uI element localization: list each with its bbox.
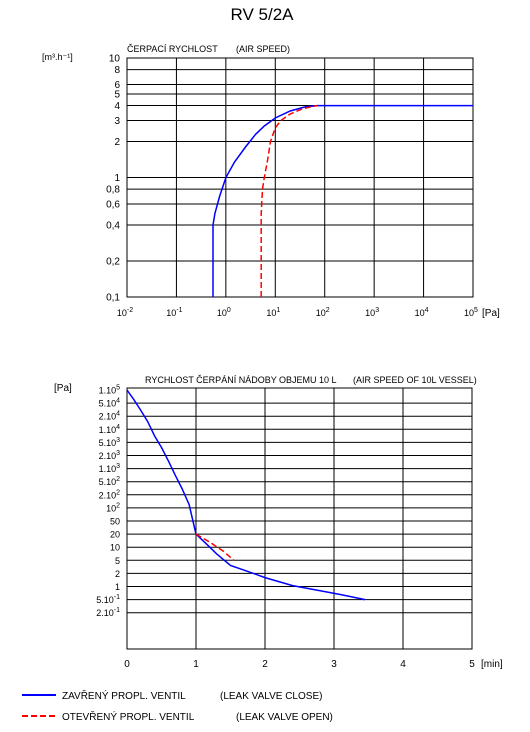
x-tick-label: 10-1 [166, 307, 182, 318]
chart1-x-axis: 10-2 10-1 100 101 102 103 104 105 [117, 307, 478, 318]
y-tick-label: 2.103 [99, 450, 121, 461]
chart1-title: ČERPACÍ RYCHLOST [127, 44, 218, 54]
chart1-y-axis: 108 654 3 2 10,8 0,6 0,4 0,2 0,1 [106, 54, 120, 304]
legend-label-close: ZAVŘENÝ PROPL. VENTIL [62, 689, 186, 702]
y-tick-label: 10 [110, 543, 120, 553]
x-tick-label: 2 [262, 659, 268, 670]
y-tick-label: 1.105 [99, 385, 121, 396]
chart2-x-axis: 0 1 2 3 4 5 [124, 659, 475, 670]
chart1-frame [126, 57, 474, 298]
x-tick-label: 3 [331, 659, 337, 670]
y-tick-label: 5 [115, 556, 120, 566]
y-tick-label: 5.10-1 [96, 594, 120, 605]
x-tick-label: 102 [316, 307, 330, 318]
y-tick-label: 0,2 [106, 257, 120, 268]
y-tick-exponent: 2 [116, 489, 120, 496]
chart2-subtitle: (AIR SPEED OF 10L VESSEL) [353, 375, 477, 385]
chart2-ylabel: [Pa] [54, 383, 72, 394]
series-line-0 [126, 389, 366, 601]
y-tick-label: 0,8 [106, 185, 120, 196]
y-tick-exponent: 4 [116, 411, 120, 418]
x-tick-label: 4 [400, 659, 406, 670]
y-tick-label: 8 [114, 65, 120, 76]
y-tick-label: 10 [109, 54, 121, 65]
chart2-xlabel: [min] [481, 659, 503, 670]
y-tick-exponent: 2 [116, 502, 120, 509]
y-tick-label: 2.102 [99, 489, 121, 500]
x-tick-label: 10-2 [117, 307, 133, 318]
legend-note-open: (LEAK VALVE OPEN) [236, 712, 333, 723]
x-tick-exponent: 4 [425, 307, 429, 314]
y-tick-exponent: 3 [116, 463, 120, 470]
y-tick-exponent: -1 [114, 594, 120, 601]
legend-note-close: (LEAK VALVE CLOSE) [220, 691, 322, 702]
x-tick-exponent: -1 [176, 307, 182, 314]
chart2-grid [126, 387, 473, 650]
chart1-subtitle: (AIR SPEED) [236, 44, 290, 54]
x-tick-label: 0 [124, 659, 130, 670]
legend-label-open: OTEVŘENÝ PROPL. VENTIL [62, 710, 195, 723]
x-tick-label: 100 [217, 307, 231, 318]
y-tick-label: 1 [115, 582, 120, 592]
x-tick-exponent: -2 [127, 307, 133, 314]
chart2-y-axis: 1.105 5.104 2.104 1.104 5.103 2.103 1.103 5.102… [96, 385, 120, 619]
y-tick-label: 2.104 [99, 411, 121, 422]
y-tick-label: 5.104 [99, 398, 121, 409]
y-tick-label: 1.104 [99, 424, 121, 435]
chart1-grid [126, 57, 474, 298]
y-tick-label: 1.103 [99, 463, 121, 474]
y-tick-label: 6 [114, 80, 120, 91]
y-tick-label: 0,4 [106, 221, 120, 232]
y-tick-label: 0,6 [106, 200, 120, 211]
chart2-series [126, 389, 366, 601]
chart1-series [212, 104, 473, 297]
chart1-ylabel: [m³.h⁻¹] [42, 52, 73, 62]
y-tick-exponent: 4 [116, 424, 120, 431]
series-line-0 [212, 104, 473, 297]
chart2-frame [126, 387, 473, 650]
y-tick-exponent: 2 [116, 476, 120, 483]
y-tick-label: 5 [114, 89, 120, 100]
y-tick-exponent: 3 [116, 450, 120, 457]
y-tick-exponent: 3 [116, 437, 120, 444]
x-tick-exponent: 1 [276, 307, 280, 314]
y-tick-label: 2 [115, 569, 120, 579]
y-tick-label: 0,1 [106, 293, 120, 304]
series-line-1 [195, 533, 235, 561]
y-tick-label: 5.103 [99, 437, 121, 448]
chart2: RYCHLOST ČERPÁNÍ NÁDOBY OBJEMU 10 L (AIR… [54, 375, 503, 670]
y-tick-exponent: 5 [116, 385, 120, 392]
y-tick-label: 3 [114, 116, 120, 127]
y-tick-label: 5.102 [99, 476, 121, 487]
y-tick-label: 50 [110, 517, 120, 527]
y-tick-label: 2.10-1 [96, 607, 120, 618]
x-tick-exponent: 3 [375, 307, 379, 314]
y-tick-label: 2 [114, 137, 120, 148]
x-tick-label: 104 [415, 307, 429, 318]
legend: ZAVŘENÝ PROPL. VENTIL (LEAK VALVE CLOSE)… [22, 689, 333, 723]
x-tick-label: 105 [464, 307, 478, 318]
x-tick-label: 101 [266, 307, 280, 318]
page-title: RV 5/2A [230, 5, 294, 24]
x-tick-exponent: 0 [227, 307, 231, 314]
x-tick-exponent: 2 [326, 307, 330, 314]
series-line-1 [260, 104, 318, 297]
chart2-title: RYCHLOST ČERPÁNÍ NÁDOBY OBJEMU 10 L [145, 375, 337, 385]
y-tick-label: 1 [114, 173, 120, 184]
x-tick-label: 5 [469, 659, 475, 670]
x-tick-exponent: 5 [474, 307, 478, 314]
x-tick-label: 1 [193, 659, 199, 670]
y-tick-label: 20 [110, 530, 120, 540]
chart1-xlabel: [Pa] [482, 308, 500, 319]
y-tick-label: 4 [114, 101, 120, 112]
y-tick-exponent: -1 [114, 607, 120, 614]
chart1: ČERPACÍ RYCHLOST (AIR SPEED) [m³.h⁻¹] [P… [42, 44, 500, 319]
y-tick-exponent: 4 [116, 398, 120, 405]
x-tick-label: 103 [365, 307, 379, 318]
y-tick-label: 102 [106, 502, 120, 513]
